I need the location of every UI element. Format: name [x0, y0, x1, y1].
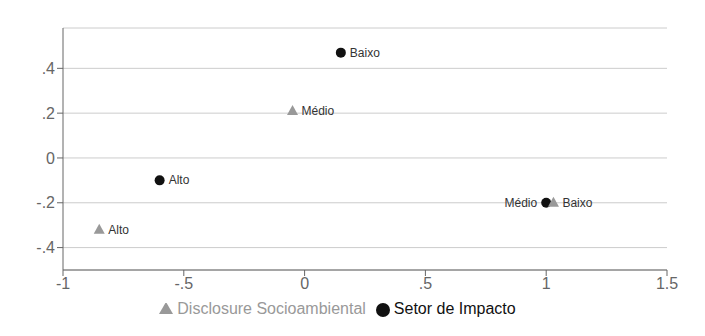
svg-text:Alto: Alto	[169, 173, 190, 187]
html-text:Setor de Impacto: Setor de Impacto	[393, 300, 516, 317]
svg-text:1: 1	[542, 275, 551, 292]
svg-text:.5: .5	[419, 275, 432, 292]
svg-text:Alto: Alto	[108, 223, 129, 237]
svg-text:-.2: -.2	[36, 194, 55, 211]
svg-text:Médio: Médio	[505, 196, 538, 210]
svg-text:-1: -1	[56, 275, 70, 292]
svg-text:Baixo: Baixo	[562, 196, 592, 210]
svg-text:Baixo: Baixo	[350, 46, 380, 60]
svg-text:1.5: 1.5	[656, 275, 678, 292]
svg-text:.2: .2	[42, 105, 55, 122]
svg-text:0: 0	[300, 275, 309, 292]
svg-text:.4: .4	[42, 60, 55, 77]
svg-text:Médio: Médio	[302, 104, 335, 118]
svg-text:0: 0	[46, 150, 55, 167]
html-text:Disclosure Socioambiental: Disclosure Socioambiental	[177, 300, 366, 317]
svg-text:-.5: -.5	[174, 275, 193, 292]
svg-text:-.4: -.4	[36, 239, 55, 256]
